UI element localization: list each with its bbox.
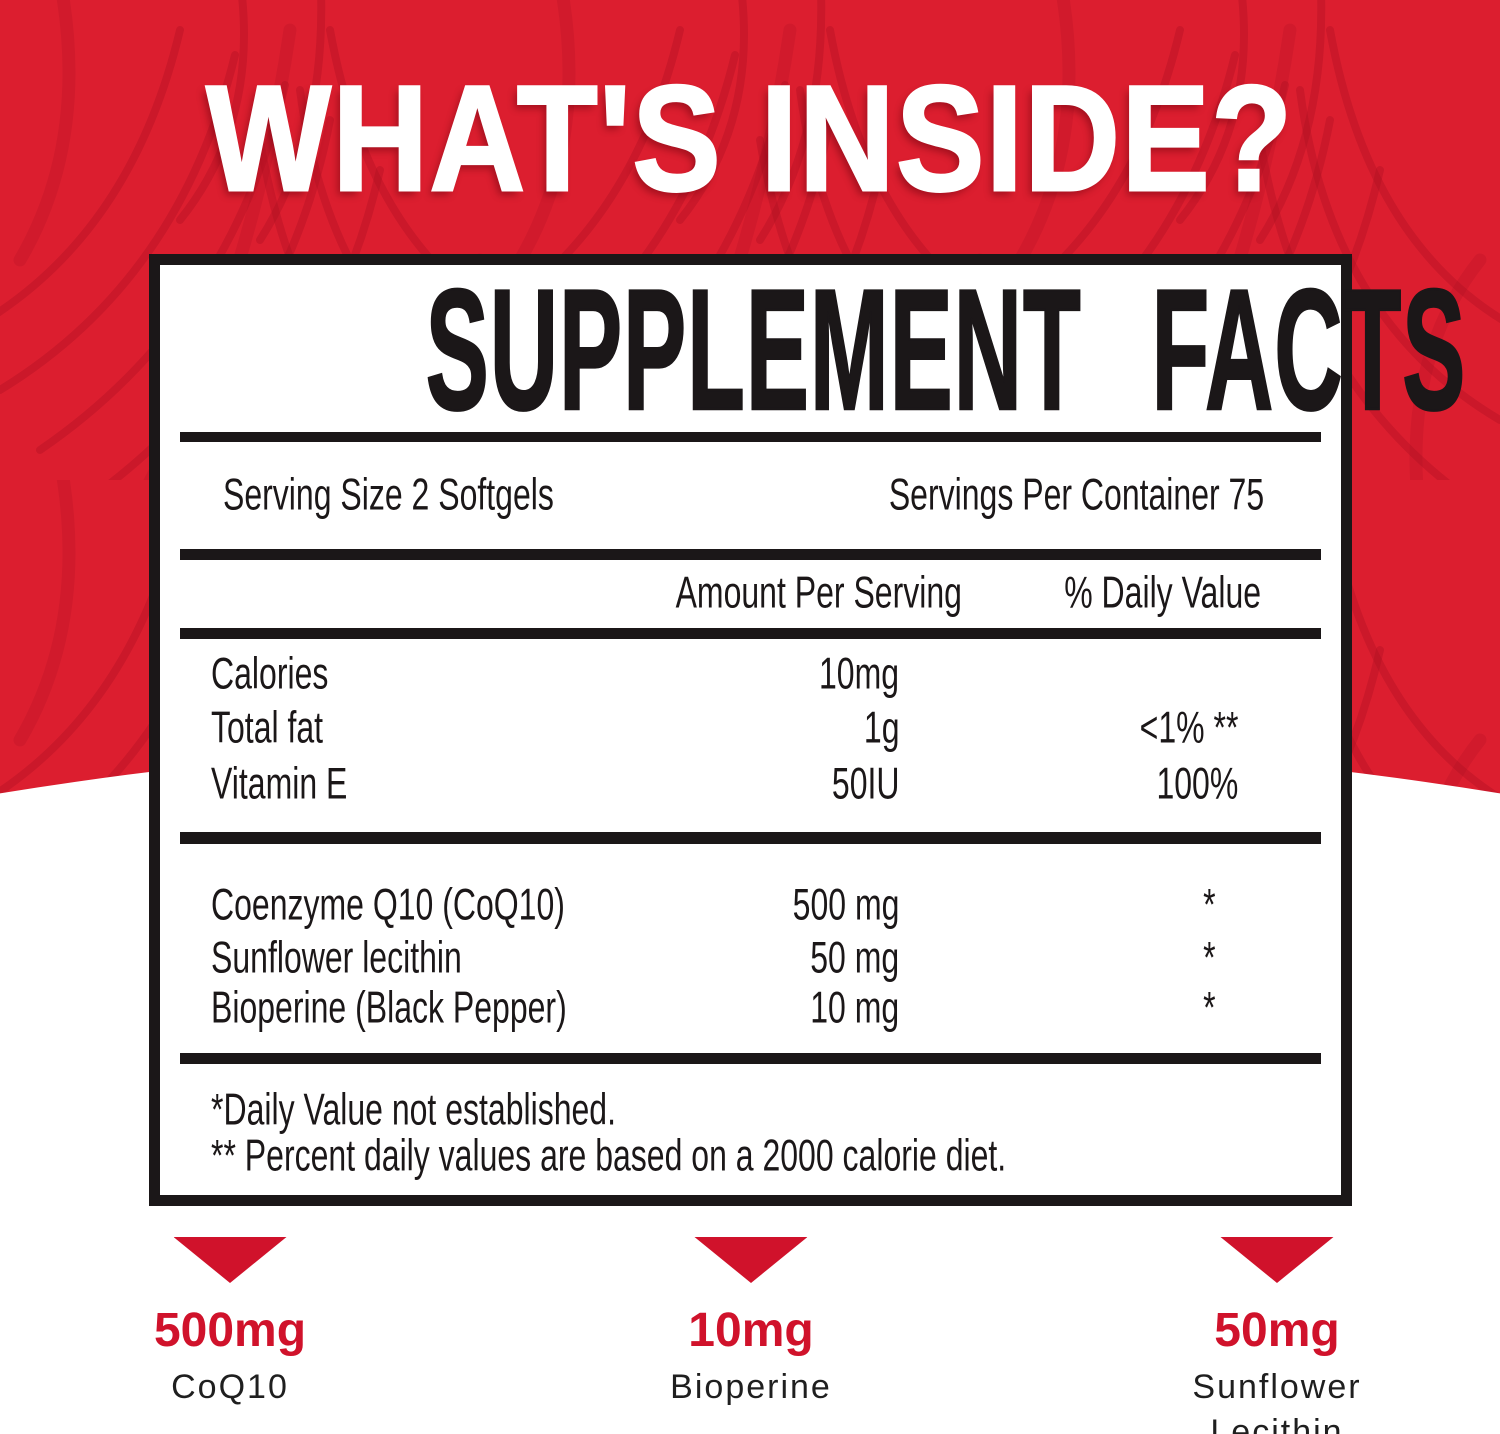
divider-rule xyxy=(180,549,1321,560)
down-triangle-icon xyxy=(173,1237,287,1283)
divider-rule xyxy=(180,628,1321,639)
callout-coq10: 500mg CoQ10 xyxy=(154,1237,306,1410)
callout-bioperine: 10mg Bioperine xyxy=(670,1237,832,1410)
nutrient-dv: <1% ** xyxy=(1139,702,1238,753)
callout-value: 500mg xyxy=(153,1304,307,1357)
ingredient-dv: * xyxy=(1203,932,1216,983)
table-row: Calories 10mg xyxy=(160,647,1341,701)
nutrient-name: Total fat xyxy=(211,702,324,753)
panel-content: SUPPLEMENT FACTS Serving Size 2 Softgels… xyxy=(160,254,1467,1195)
down-triangle-icon xyxy=(694,1237,808,1283)
ingredient-name: Bioperine (Black Pepper) xyxy=(211,982,567,1033)
callout-name: Bioperine xyxy=(670,1368,832,1406)
facts-title: SUPPLEMENT FACTS xyxy=(425,254,1467,446)
nutrient-amount: 1g xyxy=(863,702,899,753)
ingredient-dv: * xyxy=(1203,879,1216,930)
divider-rule xyxy=(180,1053,1321,1064)
supplement-facts-panel: SUPPLEMENT FACTS Serving Size 2 Softgels… xyxy=(149,254,1467,1206)
callout-name: CoQ10 xyxy=(171,1368,289,1406)
nutrient-dv: 100% xyxy=(1156,758,1238,809)
ingredient-amount: 50 mg xyxy=(810,932,899,983)
divider-rule xyxy=(180,832,1321,844)
table-row: Vitamin E 50IU 100% xyxy=(160,757,1341,811)
table-row: Sunflower lecithin 50 mg * xyxy=(160,931,1341,985)
callout-value: 50mg xyxy=(1214,1304,1340,1357)
down-triangle-icon xyxy=(1220,1237,1334,1283)
table-row: Total fat 1g <1% ** xyxy=(160,701,1341,755)
serving-row: Serving Size 2 Softgels Servings Per Con… xyxy=(160,468,1341,522)
servings-per-container: Servings Per Container 75 xyxy=(888,469,1264,520)
nutrient-amount: 10mg xyxy=(818,648,899,699)
daily-value-column-header: % Daily Value xyxy=(1064,567,1261,618)
ingredient-amount: 10 mg xyxy=(810,982,899,1033)
nutrient-amount: 50IU xyxy=(831,758,899,809)
amount-column-header: Amount Per Serving xyxy=(675,567,962,618)
table-row: Bioperine (Black Pepper) 10 mg * xyxy=(160,981,1341,1035)
nutrient-name: Calories xyxy=(211,648,329,699)
nutrient-name: Vitamin E xyxy=(211,758,348,809)
callout-sunflower-lecithin: 50mg Sunflower Lecithin xyxy=(1192,1237,1361,1434)
footnote-percent-values: ** Percent daily values are based on a 2… xyxy=(211,1130,1007,1181)
column-header-row: Amount Per Serving % Daily Value xyxy=(160,566,1341,620)
divider-rule xyxy=(180,432,1321,442)
ingredient-amount: 500 mg xyxy=(792,879,899,930)
callout-value: 10mg xyxy=(688,1304,814,1357)
callout-name: Sunflower Lecithin xyxy=(1192,1368,1362,1434)
ingredient-name: Sunflower lecithin xyxy=(211,932,462,983)
headline: WHAT'S INSIDE? xyxy=(205,54,1294,222)
serving-size: Serving Size 2 Softgels xyxy=(223,469,554,520)
ingredient-name: Coenzyme Q10 (CoQ10) xyxy=(211,879,565,930)
ingredient-dv: * xyxy=(1203,982,1216,1033)
table-row: Coenzyme Q10 (CoQ10) 500 mg * xyxy=(160,878,1341,932)
footnote-daily-value: *Daily Value not established. xyxy=(211,1084,616,1135)
